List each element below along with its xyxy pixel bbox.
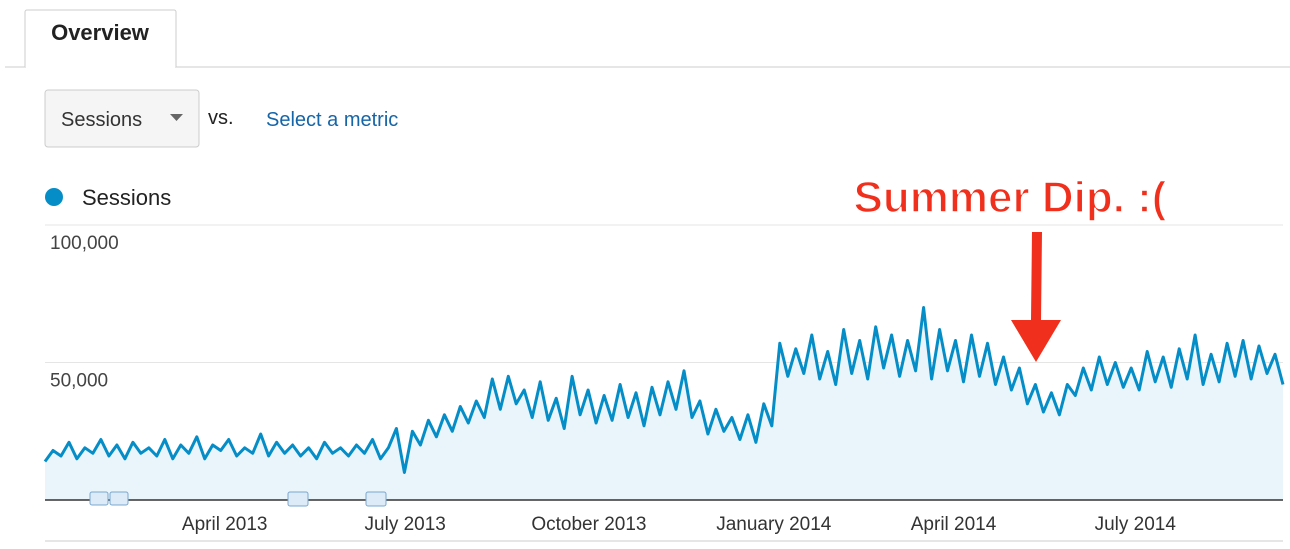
dropdown-label: Sessions <box>61 109 142 131</box>
select-metric-link[interactable]: Select a metric <box>266 109 398 131</box>
legend-label: Sessions <box>82 185 171 210</box>
x-tick-label: July 2013 <box>365 514 446 535</box>
annotation-text: Summer Dip. :( <box>854 173 1167 222</box>
tab-label[interactable]: Overview <box>51 20 150 45</box>
line <box>43 306 1285 474</box>
x-tick-label: April 2013 <box>182 514 268 535</box>
x-tick-label: October 2013 <box>531 514 646 535</box>
annotation-arrow <box>1011 232 1061 362</box>
y-tick-label: 50,000 <box>50 371 108 392</box>
annotation-icon[interactable] <box>365 491 387 507</box>
x-tick-label: January 2014 <box>716 514 832 535</box>
x-tick-label: April 2014 <box>911 514 997 535</box>
annotation-icons <box>89 491 387 507</box>
annotation-icon[interactable] <box>287 491 309 507</box>
annotation-icon[interactable] <box>109 491 129 506</box>
dropdown-caret <box>170 114 183 121</box>
y-tick-label: 100,000 <box>50 233 119 254</box>
plot: 50,000 100,000 April 2013 July 2013 October … <box>43 224 1285 542</box>
vs-label: vs. <box>208 107 234 129</box>
annotation-icon[interactable] <box>89 491 109 506</box>
x-tick-label: July 2014 <box>1095 514 1177 535</box>
metric-dropdown[interactable] <box>44 89 200 148</box>
tab-box <box>24 9 177 67</box>
legend-dot <box>45 188 63 206</box>
